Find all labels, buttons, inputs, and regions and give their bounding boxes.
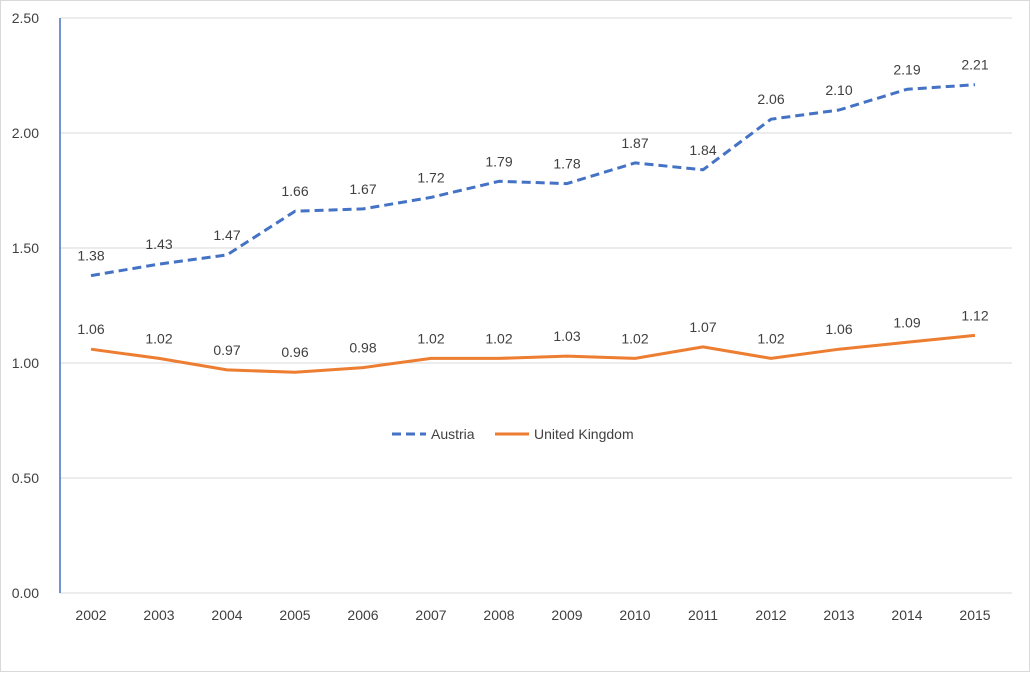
data-label: 2.19 [893,61,920,77]
data-label: 2.10 [825,82,852,98]
data-label: 1.12 [961,307,988,323]
data-label: 1.38 [77,248,104,264]
data-label: 1.02 [757,330,784,346]
x-tick-label: 2012 [755,607,786,623]
data-label: 0.98 [349,340,376,356]
data-label: 0.97 [213,342,240,358]
data-label: 1.87 [621,135,648,151]
y-tick-label: 1.50 [12,240,39,256]
data-label: 1.02 [417,330,444,346]
data-label: 0.96 [281,344,308,360]
x-tick-label: 2011 [688,607,718,623]
series-line-united-kingdom [90,333,976,374]
data-label: 2.21 [961,57,988,73]
data-label: 1.02 [145,330,172,346]
x-tick-label: 2004 [211,607,242,623]
data-label: 1.06 [825,321,852,337]
x-tick-label: 2003 [143,607,174,623]
y-tick-label: 2.00 [12,125,39,141]
data-label: 1.79 [485,153,512,169]
data-label: 1.78 [553,156,580,172]
y-tick-label: 0.50 [12,470,39,486]
y-tick-label: 2.50 [12,10,39,26]
legend: Austria United Kingdom [392,426,634,442]
x-tick-label: 2006 [347,607,378,623]
x-tick-label: 2013 [823,607,854,623]
data-label: 1.02 [621,330,648,346]
data-label: 1.09 [893,314,920,330]
y-tick-label: 1.00 [12,355,39,371]
x-tick-label: 2005 [279,607,310,623]
data-label: 1.47 [213,227,240,243]
series-line-austria [90,83,976,278]
data-label: 1.02 [485,330,512,346]
y-tick-label: 0.00 [12,585,39,601]
data-label: 1.43 [145,236,172,252]
data-label: 1.66 [281,183,308,199]
data-label: 1.03 [553,328,580,344]
x-tick-label: 2002 [75,607,106,623]
x-tick-label: 2009 [551,607,582,623]
data-label: 1.07 [689,319,716,335]
data-label: 2.06 [757,91,784,107]
data-label: 1.06 [77,321,104,337]
data-label: 1.72 [417,169,444,185]
gridlines [60,17,1012,594]
data-label: 1.84 [689,142,716,158]
series-lines [90,83,976,374]
legend-label: Austria [431,426,475,442]
x-tick-label: 2015 [959,607,990,623]
data-labels: 1.38 1.43 1.47 1.66 1.67 1.72 1.79 1.78 1.87 1.84… [77,57,988,361]
legend-label: United Kingdom [534,426,634,442]
x-tick-label: 2007 [415,607,446,623]
x-axis-ticks: 2002 2003 2004 2005 2006 2007 2008 2009 2010 2011… [75,607,990,623]
x-tick-label: 2014 [891,607,922,623]
data-label: 1.67 [349,181,376,197]
x-tick-label: 2010 [619,607,650,623]
y-axis-ticks: 0.00 0.50 1.00 1.50 2.00 2.50 [12,10,39,601]
x-tick-label: 2008 [483,607,514,623]
